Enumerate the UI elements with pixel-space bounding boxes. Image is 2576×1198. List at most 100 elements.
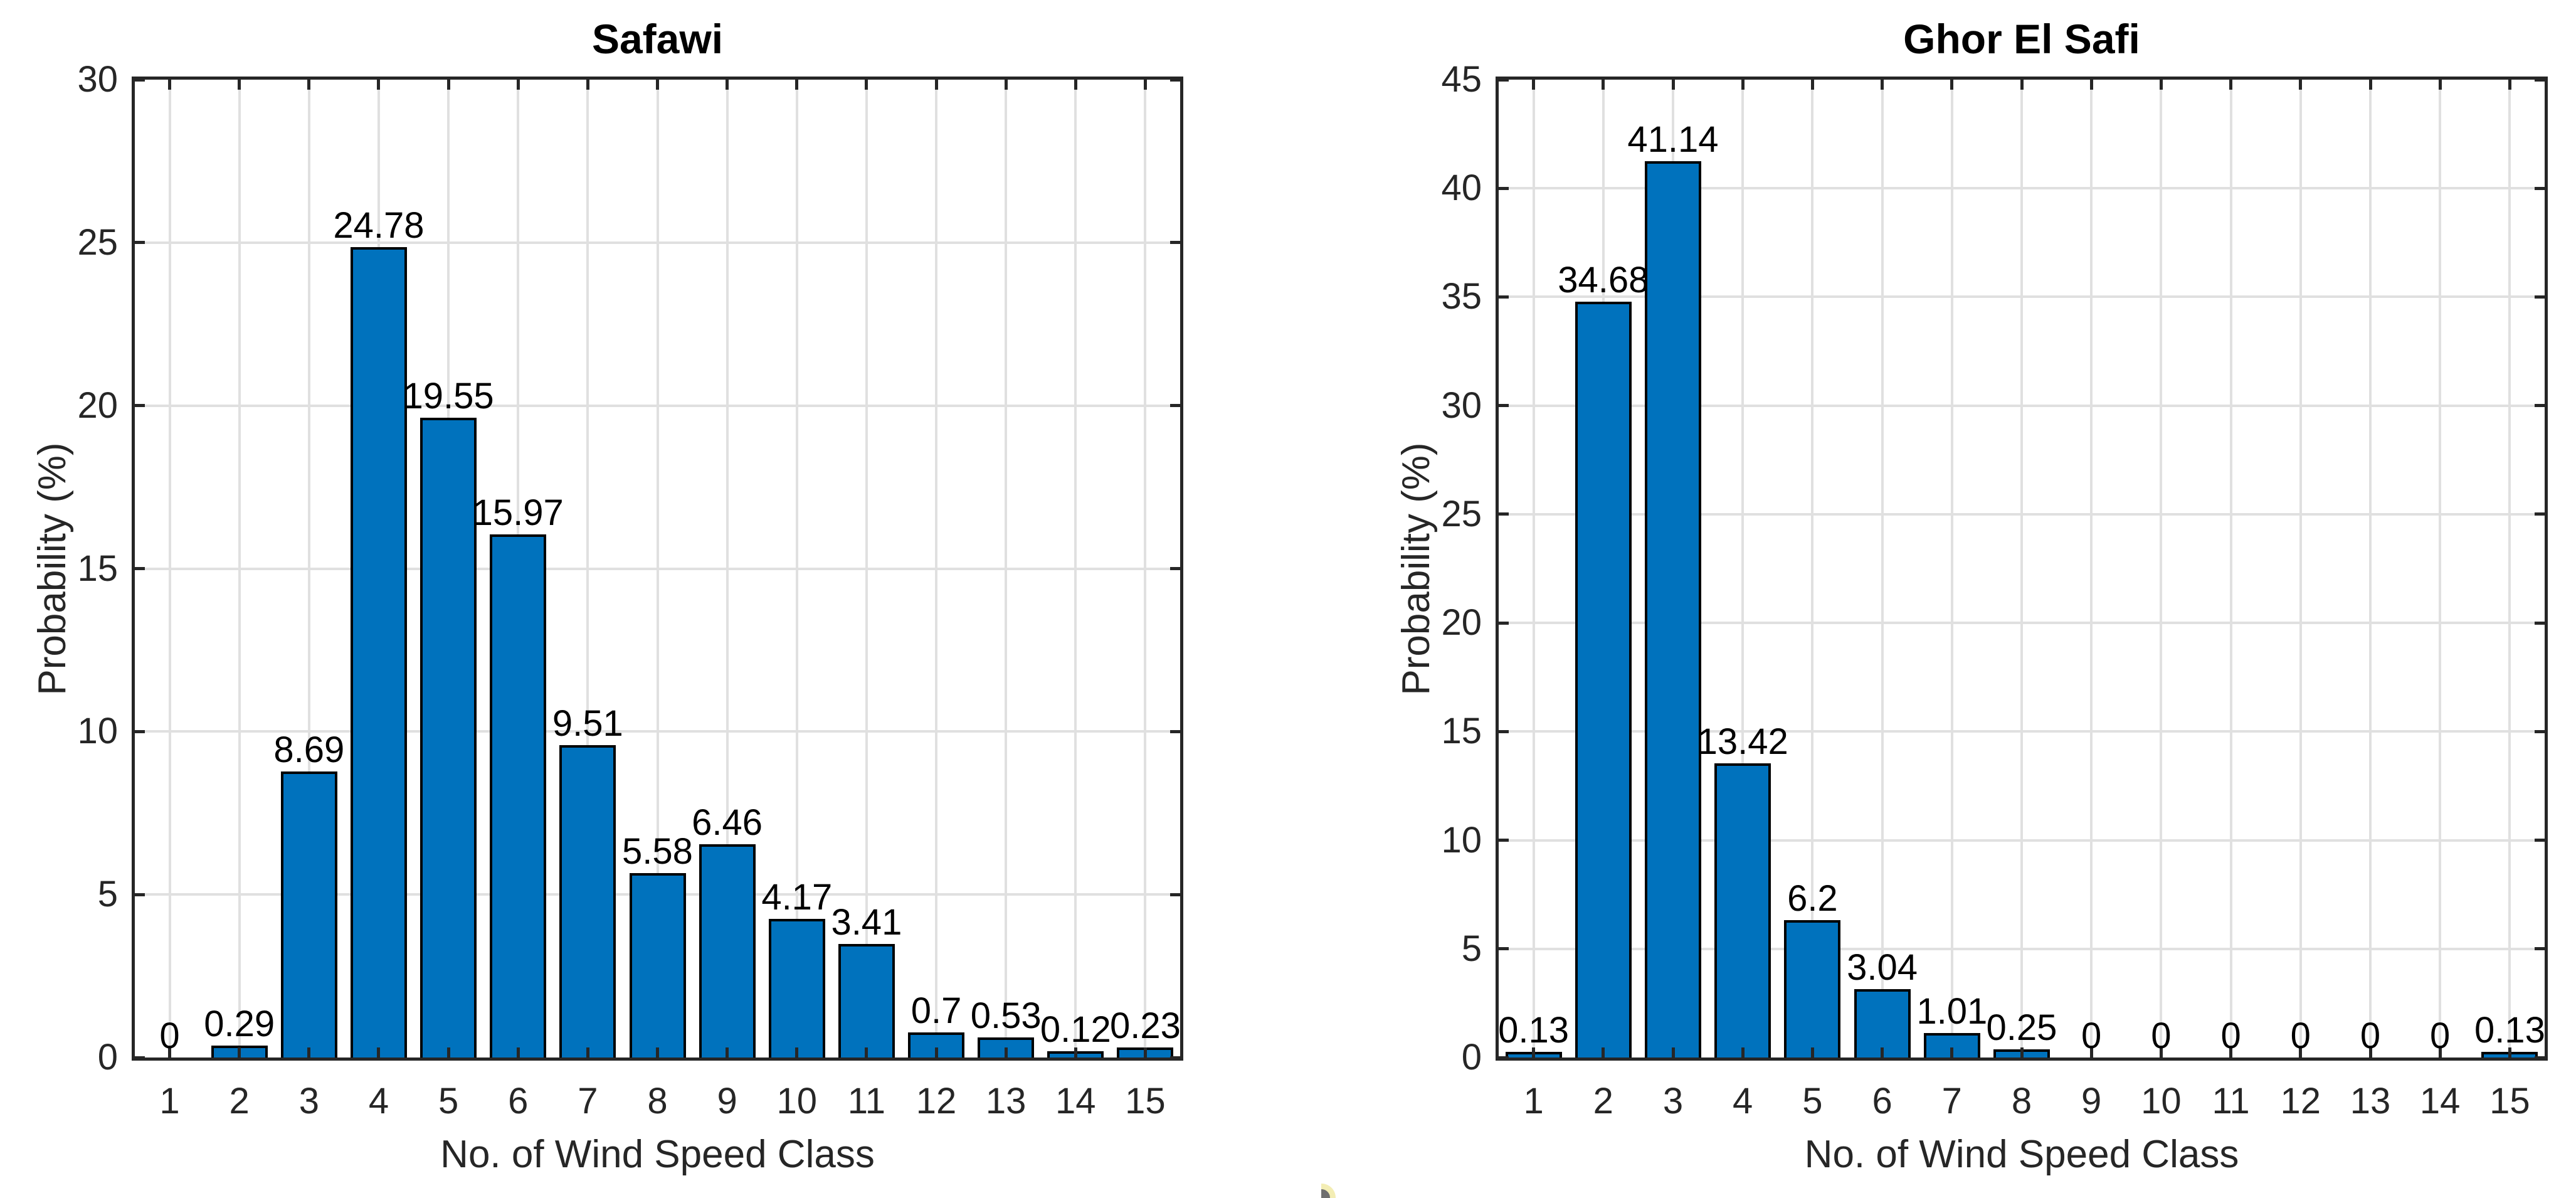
- bar-value-label: 1.01: [1916, 991, 1988, 1032]
- bar-value-label: 0.29: [204, 1003, 275, 1044]
- gridline-v: [1532, 80, 1535, 1058]
- bar: [350, 247, 407, 1058]
- x-tick-label: 1: [1523, 1081, 1544, 1121]
- x-tick-mark-bottom: [865, 1047, 868, 1058]
- y-tick-mark-left: [135, 729, 145, 733]
- bar-value-label: 0: [2220, 1015, 2241, 1056]
- x-tick-label: 11: [847, 1081, 885, 1121]
- y-tick-label: 5: [1461, 928, 1482, 969]
- x-tick-label: 5: [1802, 1081, 1823, 1121]
- x-tick-mark-top: [1074, 80, 1077, 90]
- bar: [420, 418, 477, 1058]
- x-tick-mark-top: [446, 80, 450, 90]
- bar-value-label: 6.2: [1787, 878, 1838, 920]
- x-axis-label: No. of Wind Speed Class: [440, 1133, 875, 1176]
- gridline-v: [1881, 80, 1884, 1058]
- x-tick-mark-top: [1671, 80, 1675, 90]
- x-tick-mark-top: [1950, 80, 1954, 90]
- x-tick-label: 6: [1872, 1081, 1892, 1121]
- x-tick-mark-top: [795, 80, 799, 90]
- bar-value-label: 3.04: [1847, 946, 1918, 988]
- x-tick-label: 15: [2489, 1081, 2530, 1121]
- bar-value-label: 0: [159, 1015, 180, 1056]
- gridline-v: [795, 80, 798, 1058]
- y-tick-mark-left: [1499, 621, 1509, 625]
- bar-value-label: 0.13: [1498, 1010, 1570, 1051]
- y-tick-label: 20: [1441, 602, 1482, 644]
- gridline-v: [2369, 80, 2372, 1058]
- y-tick-mark-right: [1170, 404, 1180, 408]
- gridline-v: [2160, 80, 2163, 1058]
- x-tick-mark-top: [238, 80, 241, 90]
- gridline-v: [2090, 80, 2093, 1058]
- gridline-v: [307, 80, 310, 1058]
- bar: [490, 534, 547, 1058]
- x-tick-mark-bottom: [586, 1047, 589, 1058]
- y-tick-mark-right: [1170, 241, 1180, 245]
- bar-value-label: 41.14: [1627, 119, 1719, 160]
- x-tick-mark-bottom: [934, 1047, 938, 1058]
- y-tick-mark-left: [1499, 1056, 1509, 1059]
- x-tick-label: 12: [2280, 1081, 2321, 1121]
- y-tick-mark-left: [1499, 729, 1509, 733]
- y-tick-mark-right: [2535, 947, 2545, 951]
- gridline-v: [865, 80, 868, 1058]
- x-tick-label: 7: [1941, 1081, 1962, 1121]
- gridline-v: [656, 80, 659, 1058]
- x-tick-mark-top: [1602, 80, 1605, 90]
- bar-value-label: 34.68: [1558, 259, 1649, 300]
- y-tick-label: 0: [97, 1037, 118, 1078]
- gridline-v: [168, 80, 171, 1058]
- x-tick-mark-bottom: [516, 1047, 520, 1058]
- x-tick-mark-bottom: [1602, 1047, 1605, 1058]
- gridline-v: [1950, 80, 1953, 1058]
- bar-value-label: 0.13: [2474, 1010, 2545, 1051]
- x-tick-mark-top: [2020, 80, 2024, 90]
- x-tick-mark-bottom: [307, 1047, 311, 1058]
- bar-value-label: 0.53: [970, 995, 1042, 1037]
- x-tick-mark-top: [2438, 80, 2442, 90]
- x-tick-mark-bottom: [2438, 1047, 2442, 1058]
- bar-value-label: 0: [2151, 1015, 2172, 1056]
- y-tick-mark-left: [135, 893, 145, 896]
- gridline-v: [586, 80, 589, 1058]
- gridline-v: [726, 80, 729, 1058]
- x-tick-mark-bottom: [238, 1047, 241, 1058]
- x-tick-label: 2: [229, 1081, 250, 1121]
- y-tick-label: 40: [1441, 167, 1482, 209]
- y-tick-mark-right: [1170, 567, 1180, 570]
- y-tick-label: 30: [1441, 384, 1482, 426]
- x-tick-label: 15: [1125, 1081, 1166, 1121]
- y-tick-mark-left: [1499, 186, 1509, 190]
- y-tick-label: 10: [1441, 819, 1482, 861]
- bar-value-label: 15.97: [472, 492, 564, 534]
- x-tick-label: 9: [717, 1081, 737, 1121]
- gridline-v: [2299, 80, 2302, 1058]
- x-tick-mark-top: [1532, 80, 1536, 90]
- x-tick-label: 1: [159, 1081, 180, 1121]
- x-tick-mark-bottom: [1532, 1047, 1536, 1058]
- plot-area: [132, 77, 1183, 1061]
- y-tick-label: 25: [1441, 493, 1482, 534]
- y-tick-mark-left: [1499, 295, 1509, 299]
- gridline-v: [238, 80, 241, 1058]
- bar-value-label: 9.51: [552, 702, 623, 744]
- gridline-v: [935, 80, 938, 1058]
- y-tick-mark-left: [1499, 839, 1509, 842]
- x-tick-mark-bottom: [446, 1047, 450, 1058]
- y-tick-label: 25: [77, 221, 118, 263]
- x-tick-mark-bottom: [656, 1047, 659, 1058]
- plot-area: [1496, 77, 2548, 1061]
- bar: [629, 873, 686, 1058]
- bar-value-label: 19.55: [403, 376, 494, 417]
- x-tick-mark-bottom: [2229, 1047, 2233, 1058]
- x-tick-mark-bottom: [2089, 1047, 2093, 1058]
- cursor-artifact: [1321, 1184, 1336, 1198]
- x-tick-mark-top: [516, 80, 520, 90]
- y-tick-mark-right: [2535, 621, 2545, 625]
- x-tick-mark-bottom: [2299, 1047, 2303, 1058]
- bar-value-label: 0.25: [1986, 1007, 2057, 1049]
- gridline-v: [1005, 80, 1008, 1058]
- x-tick-mark-top: [168, 80, 172, 90]
